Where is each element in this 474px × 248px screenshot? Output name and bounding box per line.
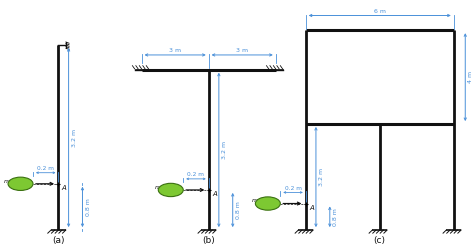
Text: 4 m: 4 m [468,71,474,83]
Text: 3.2 m: 3.2 m [72,128,77,147]
Text: 3.2 m: 3.2 m [319,168,324,186]
Text: 0.2 m: 0.2 m [187,172,204,177]
Text: 0.2 m: 0.2 m [37,166,54,171]
Circle shape [8,177,33,190]
Text: 6 m: 6 m [374,9,386,14]
Text: 0.2 m: 0.2 m [284,186,301,191]
Text: A: A [62,185,66,191]
Text: $m\,v_0$: $m\,v_0$ [154,184,169,192]
Text: 0.8 m: 0.8 m [86,198,91,216]
Circle shape [158,183,183,197]
Text: 0.8 m: 0.8 m [236,201,241,219]
Text: A: A [309,205,314,211]
Circle shape [255,197,280,210]
Text: $m\,v_0$: $m\,v_0$ [251,198,266,206]
Text: 3 m: 3 m [169,48,181,53]
Text: (a): (a) [52,236,64,245]
Text: (c): (c) [374,236,386,245]
Text: 3 m: 3 m [236,48,248,53]
Text: 0.8 m: 0.8 m [333,208,338,226]
Text: (b): (b) [202,236,215,245]
Text: $m\,v_0$: $m\,v_0$ [3,178,18,186]
Text: 3.2 m: 3.2 m [222,141,227,159]
Text: A: A [212,191,217,197]
